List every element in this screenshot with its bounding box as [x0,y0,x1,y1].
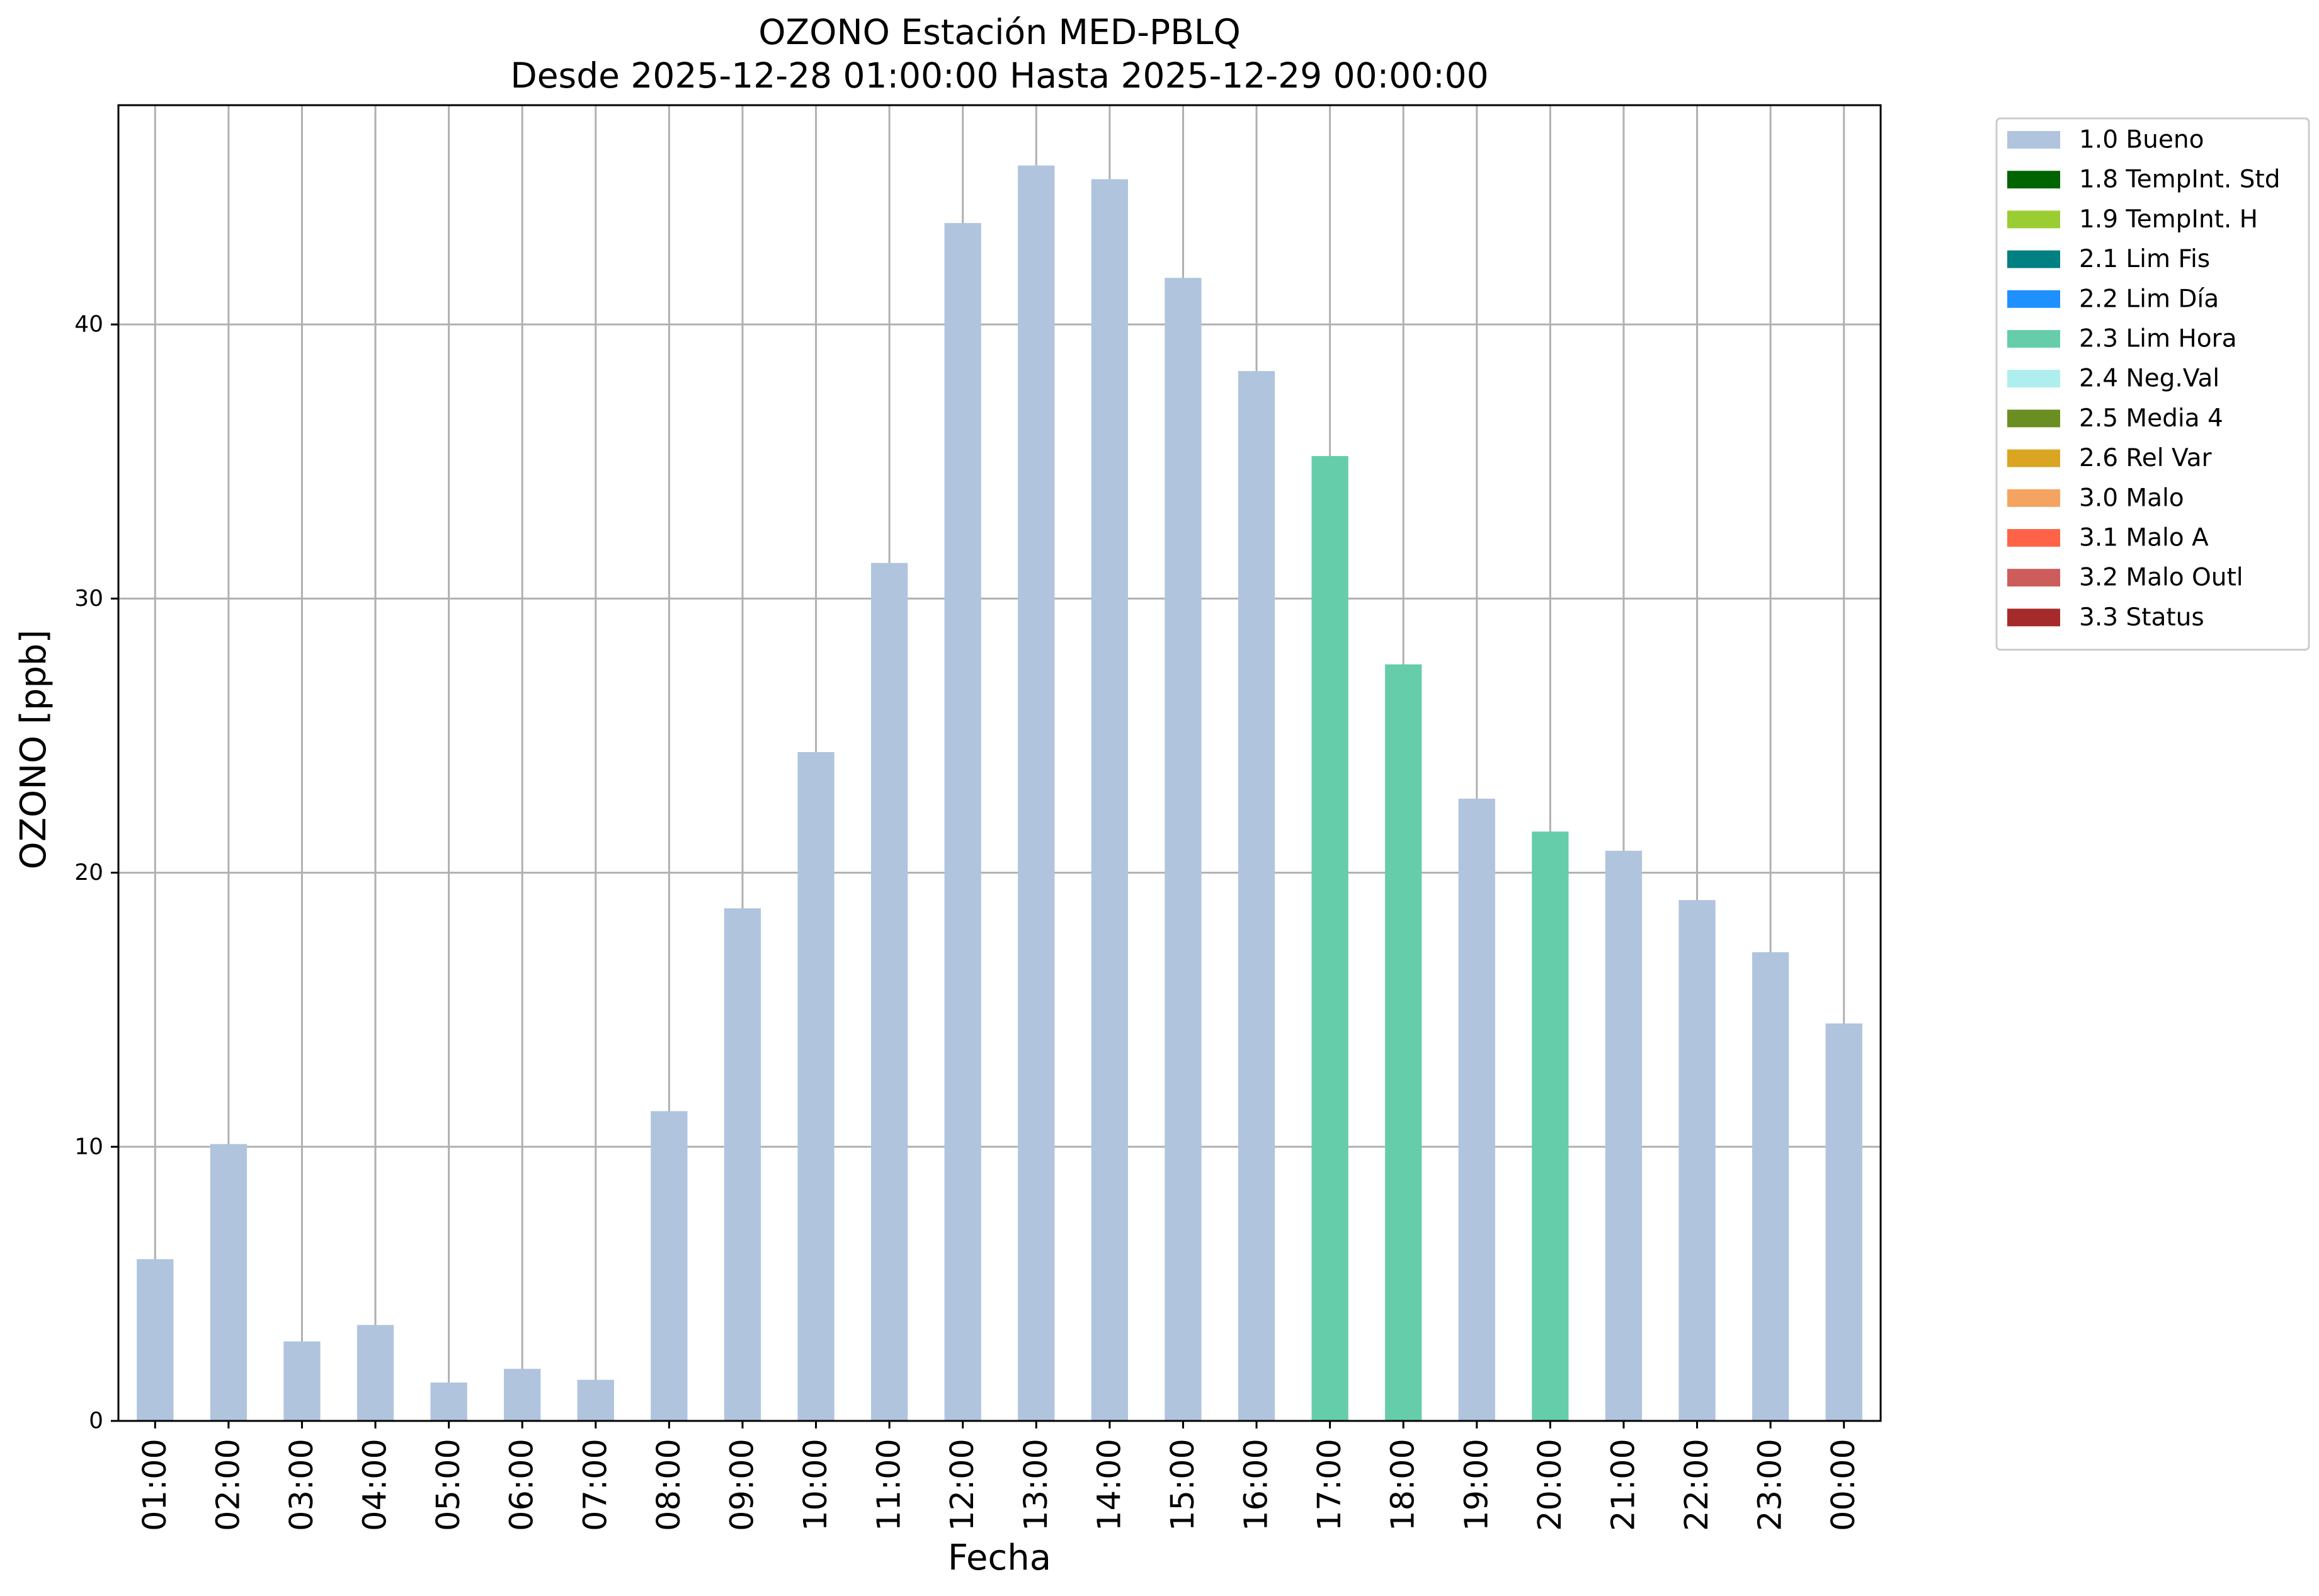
legend-swatch [2007,449,2060,467]
x-tick-label: 06:00 [504,1439,541,1531]
bar [1458,799,1495,1421]
bar [944,223,981,1421]
x-tick-label: 09:00 [724,1439,761,1531]
x-tick-label: 20:00 [1532,1439,1569,1531]
bar [1678,900,1716,1421]
x-tick-label: 03:00 [283,1439,321,1531]
legend-label: 1.0 Bueno [2079,126,2204,154]
legend-swatch [2007,529,2060,547]
x-tick-label: 10:00 [797,1439,835,1531]
bar [1091,179,1129,1422]
bar [1605,850,1643,1421]
bar [430,1382,467,1421]
bar [137,1259,174,1421]
legend-swatch [2007,370,2060,388]
x-tick-label: 02:00 [210,1439,247,1531]
x-tick-label: 00:00 [1825,1439,1862,1531]
y-tick-label: 40 [74,312,103,338]
y-tick-label: 10 [74,1134,103,1160]
y-tick-label: 0 [89,1408,103,1434]
x-tick-label: 07:00 [577,1439,614,1531]
bar [1532,831,1569,1421]
bar [724,908,761,1421]
axes: 0 10 20 30 40 01:00 02:00 03:00 04:00 05:00 06:00 0… [74,104,1882,1531]
legend-label: 1.9 TempInt. H [2079,205,2258,234]
legend-swatch [2007,250,2060,268]
bar [870,562,908,1422]
legend: 1.0 Bueno 1.8 TempInt. Std 1.9 TempInt. H 2… [1995,117,2310,651]
bar [1311,456,1348,1421]
x-tick-label: 04:00 [357,1439,394,1531]
x-tick-label: 13:00 [1018,1439,1055,1531]
legend-label: 2.6 Rel Var [2079,444,2213,472]
bar [1385,664,1422,1421]
x-tick-label: 22:00 [1678,1439,1716,1531]
bar [1165,278,1202,1421]
bar [1238,371,1275,1421]
legend-label: 2.3 Lim Hora [2079,325,2237,353]
legend-swatch [2007,171,2060,189]
legend-label: 3.2 Malo Outl [2079,564,2243,592]
legend-swatch [2007,290,2060,308]
y-axis-label: OZONO [ppb] [13,630,54,870]
bar [1752,952,1789,1421]
x-tick-label: 23:00 [1752,1439,1789,1531]
legend-label: 2.4 Neg.Val [2079,365,2219,393]
legend-swatch [2007,569,2060,587]
x-tick-label: 16:00 [1238,1439,1275,1531]
x-tick-label: 11:00 [871,1439,908,1531]
y-tick-label: 20 [74,860,103,886]
x-tick-label: 21:00 [1605,1439,1642,1531]
bar [1018,165,1055,1421]
chart-title: OZONO Estación MED-PBLQ [758,12,1241,52]
x-tick-label: 12:00 [944,1439,981,1531]
legend-label: 2.1 Lim Fis [2079,245,2210,273]
plot-frame [117,104,1882,1422]
legend-label: 2.5 Media 4 [2079,404,2223,433]
legend-swatch [2007,131,2060,149]
x-tick-label: 19:00 [1458,1439,1495,1531]
x-tick-label: 17:00 [1311,1439,1348,1531]
legend-label: 3.0 Malo [2079,484,2184,512]
y-tick-label: 30 [74,586,103,612]
x-tick-label: 08:00 [651,1439,688,1531]
bars [137,165,1862,1422]
bar [577,1379,614,1421]
legend-label: 2.2 Lim Día [2079,285,2219,313]
bar [797,752,835,1421]
legend-swatch [2007,210,2060,229]
bar [283,1341,321,1421]
x-tick-label: 05:00 [430,1439,467,1531]
x-tick-label: 14:00 [1091,1439,1128,1531]
bar [651,1111,688,1421]
x-tick-label: 15:00 [1165,1439,1202,1531]
x-axis-label: Fecha [948,1537,1051,1578]
legend-swatch [2007,409,2060,428]
bar [210,1144,248,1421]
chart-subtitle: Desde 2025-12-28 01:00:00 Hasta 2025-12-… [510,55,1488,96]
legend-swatch [2007,330,2060,348]
bar [1825,1023,1862,1421]
legend-swatch [2007,489,2060,507]
legend-swatch [2007,608,2060,627]
legend-label: 3.1 Malo A [2079,524,2209,552]
x-tick-label: 18:00 [1385,1439,1422,1531]
legend-box [1995,117,2310,651]
x-tick-label: 01:00 [137,1439,174,1531]
bar [356,1325,394,1421]
bar [504,1369,541,1421]
legend-label: 1.8 TempInt. Std [2079,166,2280,194]
legend-label: 3.3 Status [2079,603,2204,632]
